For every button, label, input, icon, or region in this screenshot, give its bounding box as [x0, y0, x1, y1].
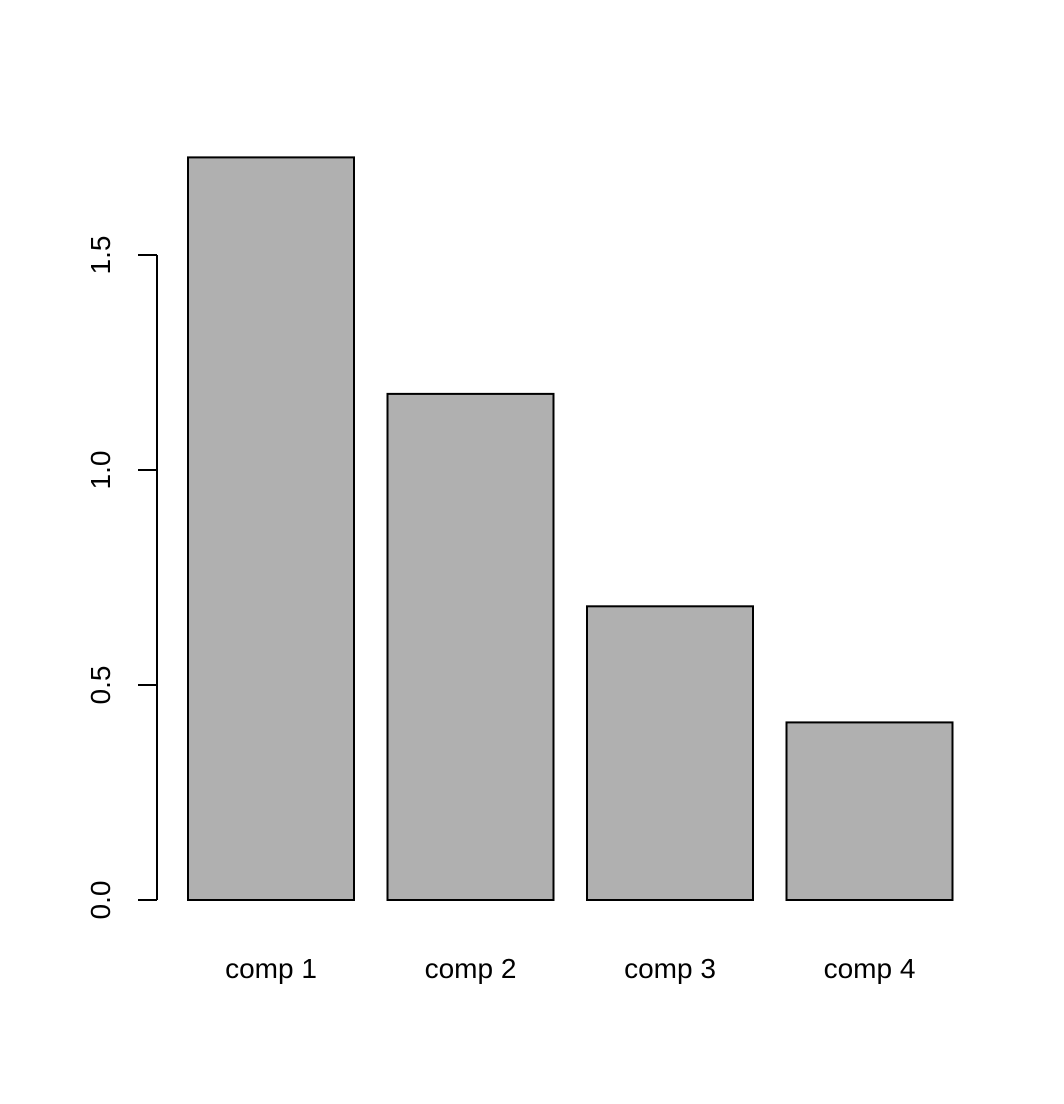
bar-3 — [586, 605, 754, 901]
x-tick-label-4: comp 4 — [824, 953, 916, 984]
x-tick-label-3: comp 3 — [624, 953, 716, 984]
x-tick-label-2: comp 2 — [425, 953, 517, 984]
bar-1 — [187, 156, 355, 901]
bar-2 — [386, 392, 555, 901]
y-axis: 0.0 0.5 1.0 1.5 — [85, 236, 158, 920]
y-tick-label-2: 1.0 — [85, 451, 116, 490]
y-tick-label-1: 0.5 — [85, 666, 116, 705]
x-axis-labels: comp 1 comp 2 comp 3 comp 4 — [225, 953, 915, 984]
bars-group — [187, 156, 954, 901]
bar-4 — [785, 721, 954, 901]
y-tick-label-3: 1.5 — [85, 236, 116, 275]
y-tick-label-0: 0.0 — [85, 881, 116, 920]
x-tick-label-1: comp 1 — [225, 953, 317, 984]
